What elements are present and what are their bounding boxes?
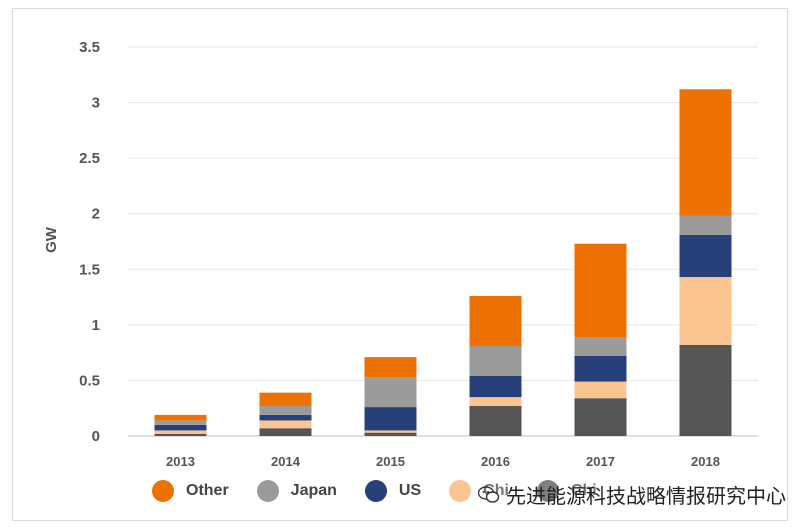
y-tick-label: 1.5 (79, 261, 100, 278)
y-tick-label: 0 (92, 428, 100, 445)
legend-label-other: Other (186, 482, 229, 499)
y-tick-label: 2.5 (79, 150, 100, 167)
y-tick-label: 3.5 (79, 39, 100, 56)
bar-segment-china-0-2018 (679, 344, 732, 436)
watermark-text: 先进能源科技战略情报研究中心 (506, 486, 786, 508)
legend-item-japan: Japan (256, 480, 337, 502)
legend-label-us: US (398, 482, 422, 499)
grid-lines (128, 46, 758, 437)
x-tick-label: 2013 (166, 454, 195, 469)
bar-segment-other-4-2017 (574, 243, 627, 338)
wechat-icon (478, 485, 500, 503)
legend-swatch-other (152, 480, 174, 502)
bar-segment-japan-3-2018 (679, 215, 732, 235)
bar-segment-us-2-2017 (574, 355, 627, 382)
bar-segment-china-1-2013 (154, 430, 207, 434)
x-tick-label: 2015 (376, 454, 405, 469)
legend-swatch-us (364, 480, 387, 502)
y-tick-labels: 0 0.5 1 1.5 2 2.5 3 3.5 (79, 39, 100, 445)
bar-segment-us-2-2018 (679, 234, 732, 278)
bar-segment-china-1-2016 (469, 397, 522, 406)
bar-segment-other-4-2015 (364, 357, 417, 378)
legend-label-japan: Japan (290, 482, 337, 499)
bar-segment-japan-3-2017 (574, 337, 627, 356)
bar-segment-us-2-2015 (364, 407, 417, 431)
bar-segment-china-0-2014 (259, 428, 312, 436)
legend-item-us: US (364, 480, 422, 502)
legend-swatch-china-light (449, 480, 472, 502)
bar-segment-china-0-2013 (154, 433, 207, 436)
bar-segment-china-0-2015 (364, 432, 417, 436)
bar-segment-china-1-2014 (259, 420, 312, 429)
legend-item-other: Other (152, 480, 229, 502)
bars (154, 89, 732, 436)
bar-segment-us-2-2014 (259, 414, 312, 421)
x-tick-label: 2014 (271, 454, 301, 469)
bar-segment-other-4-2018 (679, 89, 732, 216)
x-tick-label: 2017 (586, 454, 615, 469)
y-tick-label: 3 (92, 95, 100, 112)
bar-segment-japan-3-2014 (259, 405, 312, 415)
bar-segment-china-1-2018 (679, 277, 732, 345)
legend: Other Japan US Chi Chi (152, 476, 597, 506)
y-tick-label: 0.5 (79, 372, 100, 389)
bar-segment-other-4-2013 (154, 414, 207, 421)
bar-segment-china-1-2015 (364, 430, 417, 433)
x-tick-label: 2018 (691, 454, 720, 469)
legend-item-china-dark: Chi (536, 480, 597, 502)
watermark: 先进能源科技战略情报研究中心 (478, 480, 786, 509)
bar-segment-japan-3-2015 (364, 377, 417, 408)
bar-segment-china-0-2017 (574, 398, 627, 436)
legend-swatch-china-dark (536, 480, 559, 502)
bar-segment-us-2-2016 (469, 375, 522, 398)
y-axis-label: GW (43, 226, 60, 253)
x-tick-labels: 2013 2014 2015 2016 2017 2018 (166, 454, 720, 469)
bar-segment-other-4-2016 (469, 295, 522, 346)
y-tick-label: 1 (92, 317, 100, 334)
bar-segment-japan-3-2013 (154, 420, 207, 425)
legend-label-china-dark: Chi (570, 482, 597, 499)
bar-segment-japan-3-2016 (469, 345, 522, 376)
bar-segment-china-0-2016 (469, 405, 522, 436)
legend-swatch-japan (256, 480, 279, 502)
bar-segment-other-4-2014 (259, 392, 312, 406)
x-tick-label: 2016 (481, 454, 510, 469)
bar-segment-china-1-2017 (574, 381, 627, 399)
bar-segment-us-2-2013 (154, 424, 207, 431)
y-tick-label: 2 (92, 206, 100, 223)
